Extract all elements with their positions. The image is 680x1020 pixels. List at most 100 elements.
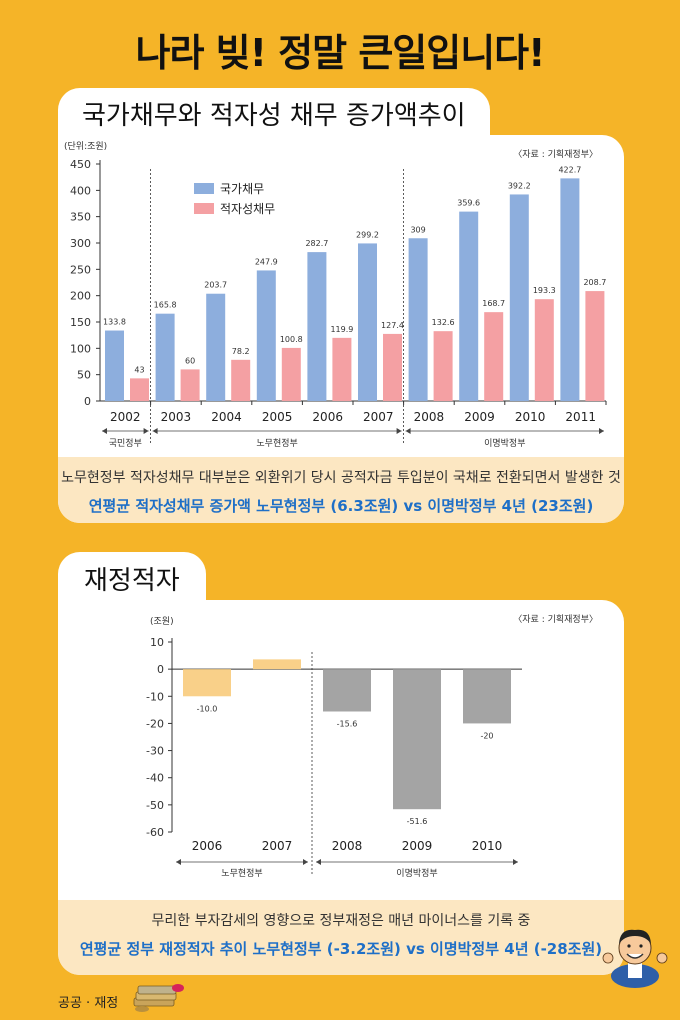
period-label: 노무현정부 [256, 438, 297, 449]
bar-deficit-debt [534, 299, 554, 401]
legend-swatch [194, 203, 214, 214]
page-headline: 나라 빚! 정말 큰일입니다! [135, 31, 546, 75]
y-tick-label: -50 [146, 799, 164, 812]
money-icon [133, 984, 184, 1012]
data-label: 299.2 [356, 230, 379, 239]
x-tick-label: 2010 [515, 410, 546, 424]
deficit-bar [253, 659, 301, 670]
y-tick-label: -10 [146, 690, 164, 703]
bar-deficit-debt [433, 331, 453, 401]
data-label: 282.7 [305, 239, 328, 248]
x-tick-label: 2010 [472, 839, 503, 853]
deficit-bar [393, 669, 441, 810]
section1-highlight: 연평균 적자성채무 증가액 노무현정부 (6.3조원) vs 이명박정부 4년 … [88, 497, 594, 515]
bar-deficit-debt [130, 378, 149, 401]
section1-footnote: 노무현정부 적자성채무 대부분은 외환위기 당시 공적자금 투입분이 국채로 전… [61, 470, 621, 486]
y-tick-label: 0 [84, 395, 91, 408]
data-label: 422.7 [558, 165, 581, 174]
y-tick-label: 50 [77, 369, 91, 382]
y-tick-label: -60 [146, 826, 164, 839]
section2-title: 재정적자 [84, 565, 180, 596]
bar-national-debt [408, 238, 428, 401]
data-label: 193.3 [533, 286, 556, 295]
bar-national-debt [307, 252, 327, 401]
section2-highlight: 연평균 정부 재정적자 추이 노무현정부 (-3.2조원) vs 이명박정부 4… [79, 940, 603, 958]
y-tick-label: -30 [146, 745, 164, 758]
data-label: 392.2 [508, 181, 531, 190]
section1-tab: 국가채무와 적자성 채무 증가액추이 [58, 88, 490, 138]
category-tag: 공공 · 재정 [58, 996, 119, 1011]
bar-national-debt [459, 211, 479, 401]
deficit-chart: (조원) 〈자료 : 기획재정부〉 10 0 -10 -20 -30 -40 -50 -60 -10… [146, 613, 598, 879]
bar-national-debt [155, 313, 175, 401]
data-label: 203.7 [204, 281, 227, 290]
x-tick-label: 2005 [262, 410, 293, 424]
x-tick-label: 2006 [312, 410, 343, 424]
data-label: 100.8 [280, 335, 303, 344]
y-tick-label: 0 [157, 663, 164, 676]
data-label: 133.8 [103, 318, 126, 327]
deficit-bar [183, 669, 231, 697]
bar-national-debt [560, 178, 580, 401]
section2-card: (조원) 〈자료 : 기획재정부〉 10 0 -10 -20 -30 -40 -50 -60 -10… [58, 600, 624, 975]
data-label: 60 [185, 356, 195, 365]
x-tick-label: 2009 [464, 410, 495, 424]
bar-national-debt [358, 243, 377, 401]
arrowhead-left [102, 428, 107, 434]
arrowhead-right [303, 859, 308, 865]
data-label: 309 [410, 225, 425, 234]
mascot-illustration [602, 929, 668, 988]
source-label: 〈자료 : 기획재정부〉 [513, 613, 598, 625]
data-label: 119.9 [330, 325, 353, 334]
data-label: 208.7 [583, 278, 606, 287]
section2-tab: 재정적자 [58, 552, 206, 604]
x-tick-label: 2007 [262, 839, 293, 853]
section2-footer: 무리한 부자감세의 영향으로 정부재정은 매년 마이너스를 기록 중 연평균 정… [58, 900, 624, 975]
data-label: 165.8 [154, 301, 177, 310]
x-tick-label: 2003 [161, 410, 192, 424]
x-tick-label: 2002 [110, 410, 141, 424]
x-tick-label: 2004 [211, 410, 242, 424]
arrowhead-left [405, 428, 411, 434]
data-label: 127.4 [381, 321, 404, 330]
y-tick-label: 250 [70, 263, 91, 276]
deficit-bar [463, 669, 511, 724]
arrowhead-right [396, 428, 402, 434]
legend-swatch [194, 183, 214, 194]
x-tick-label: 2006 [192, 839, 223, 853]
bar-deficit-debt [585, 291, 605, 401]
bar-national-debt [105, 330, 124, 401]
deficit-bar [323, 669, 371, 712]
legend-label: 적자성채무 [220, 202, 275, 216]
bar-national-debt [509, 194, 529, 401]
period-label: 이명박정부 [484, 438, 525, 449]
arrowhead-right [599, 428, 604, 434]
section2-footnote: 무리한 부자감세의 영향으로 정부재정은 매년 마이너스를 기록 중 [151, 913, 531, 929]
x-tick-label: 2011 [565, 410, 596, 424]
source-label: 〈자료 : 기획재정부〉 [513, 148, 598, 160]
data-label: 247.9 [255, 257, 278, 266]
period-label: 국민정부 [109, 438, 142, 449]
section1-title: 국가채무와 적자성 채무 증가액추이 [82, 100, 466, 131]
bar-deficit-debt [484, 312, 504, 401]
bar-national-debt [256, 270, 276, 401]
bar-national-debt [206, 293, 226, 401]
data-label: 132.6 [432, 318, 455, 327]
bar-deficit-debt [332, 337, 352, 401]
data-label: -51.6 [407, 817, 428, 826]
y-tick-label: 400 [70, 184, 91, 197]
period-label: 노무현정부 [221, 868, 262, 879]
data-label: -20 [480, 731, 493, 740]
y-tick-label: 450 [70, 158, 91, 171]
data-label: 43 [134, 365, 144, 374]
arrowhead-left [152, 428, 158, 434]
x-tick-label: 2009 [402, 839, 433, 853]
bar-deficit-debt [231, 359, 251, 401]
y-tick-label: 350 [70, 211, 91, 224]
period-label: 이명박정부 [396, 868, 437, 879]
y-tick-label: 200 [70, 290, 91, 303]
y-tick-label: 300 [70, 237, 91, 250]
bar-deficit-debt [180, 369, 200, 401]
arrowhead-left [176, 859, 181, 865]
data-label: 78.2 [232, 347, 250, 356]
